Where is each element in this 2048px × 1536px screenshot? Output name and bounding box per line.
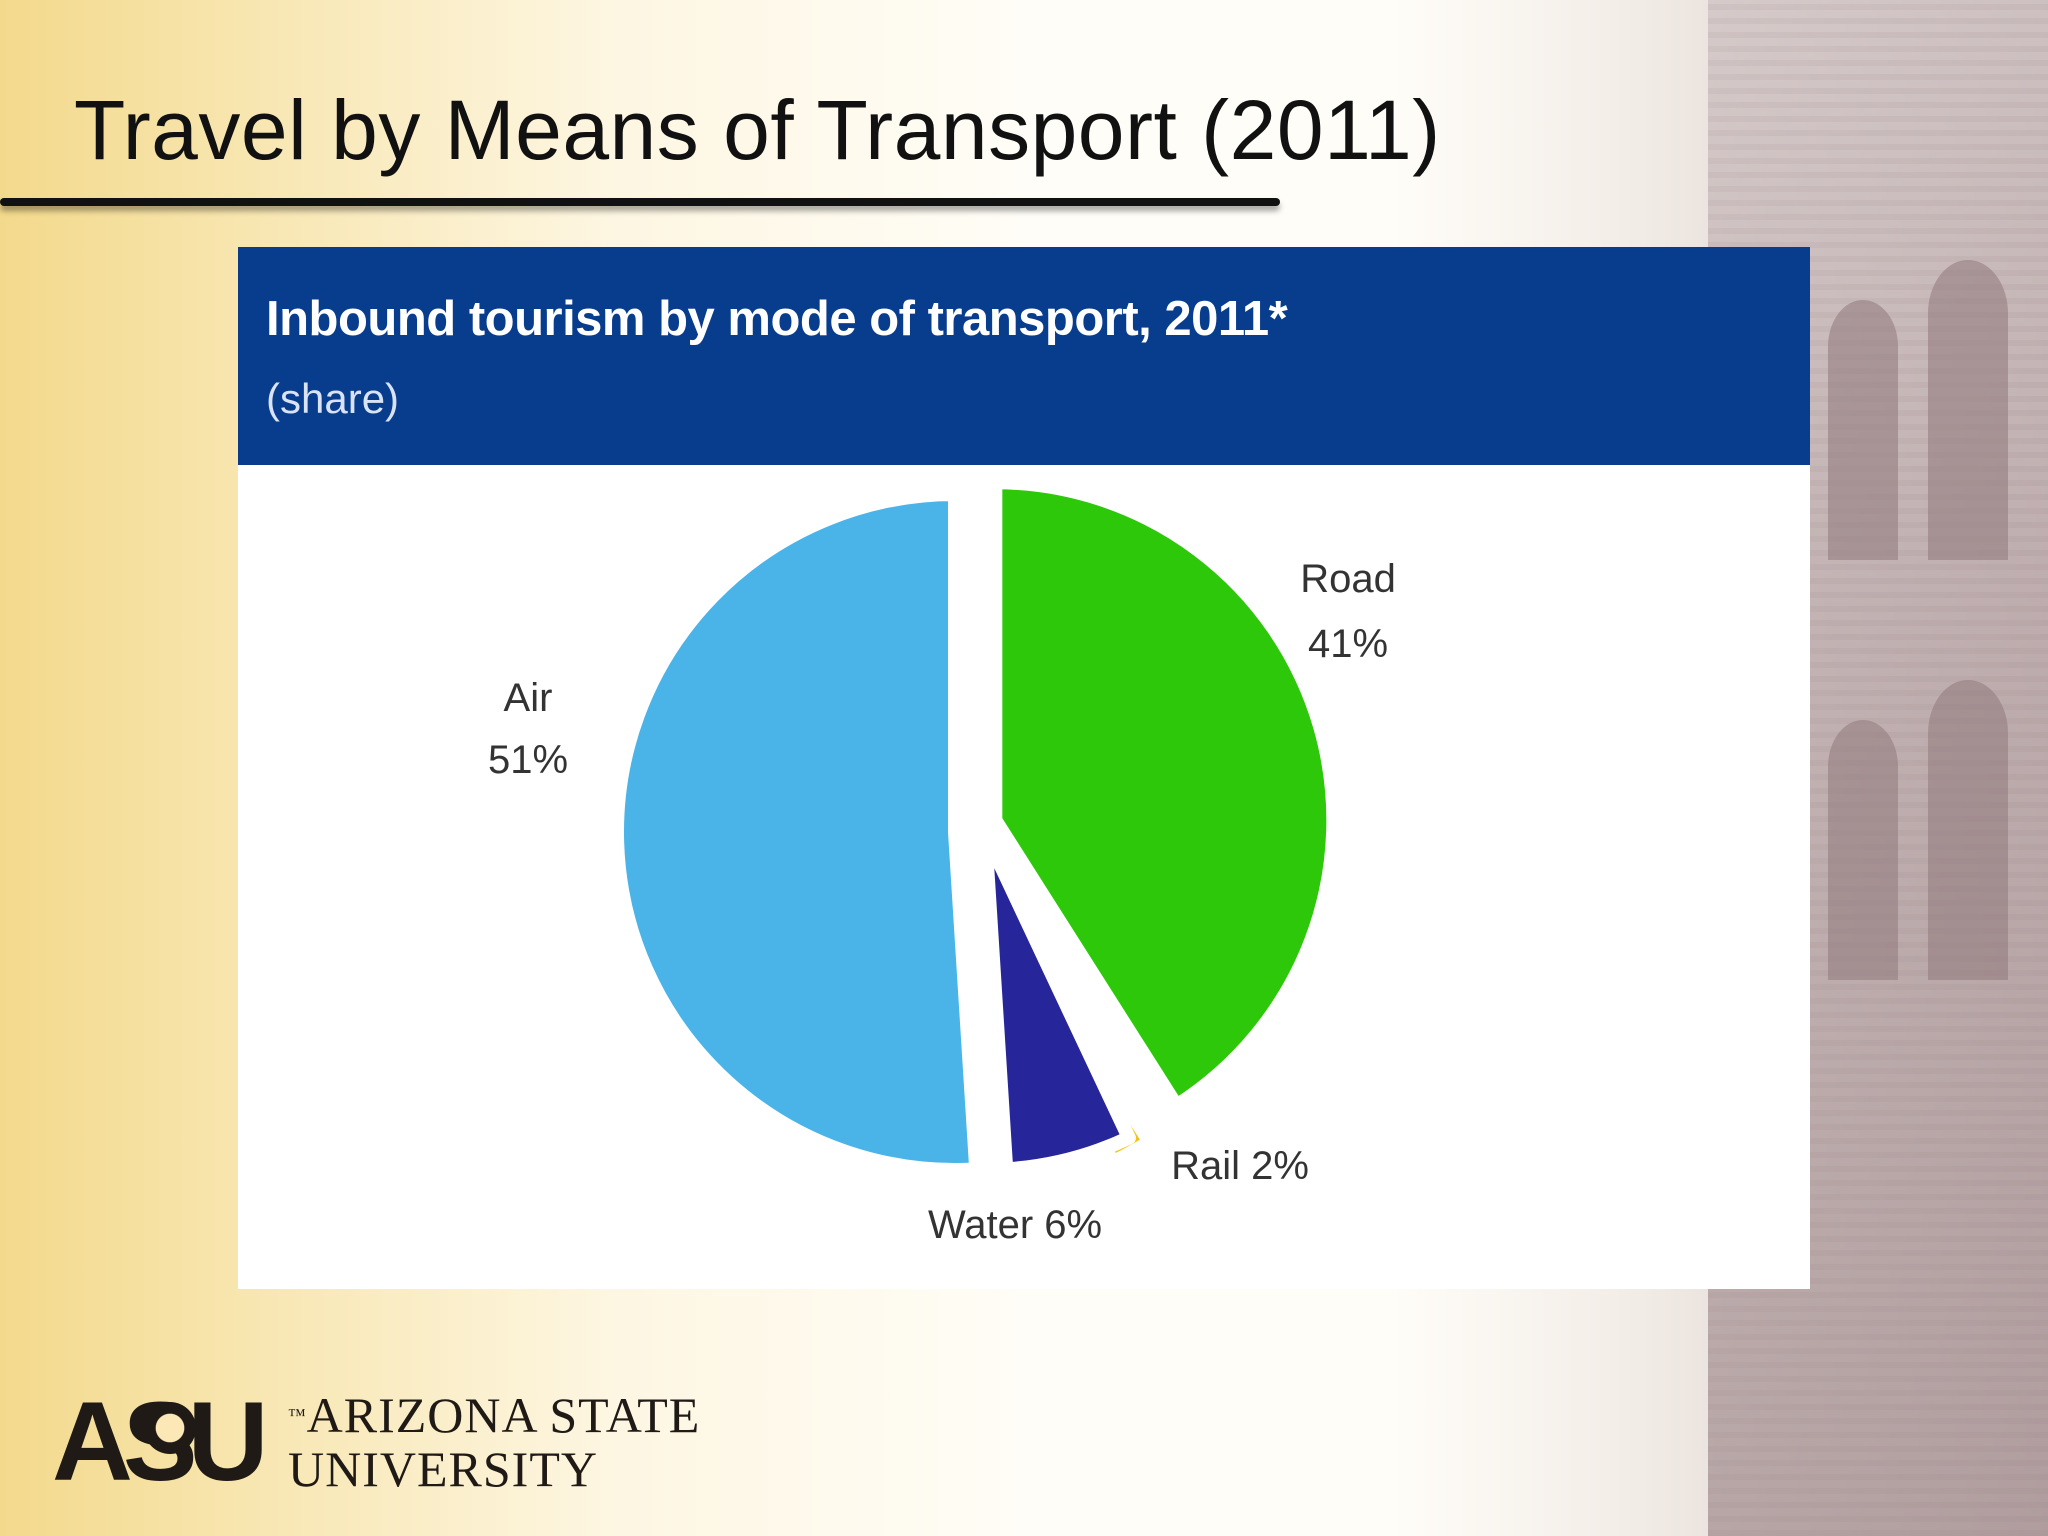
building-window xyxy=(1928,260,2008,560)
slice-label-water: Water 6% xyxy=(928,1203,1102,1247)
pie-slice-road xyxy=(988,475,1341,1113)
slice-name-air: Air xyxy=(504,676,553,720)
pie-chart: Road 41% Rail 2% Water 6% Air 51% xyxy=(488,475,1396,1247)
sun-icon xyxy=(144,1402,196,1454)
logo-line-2: UNIVERSITY xyxy=(288,1441,598,1497)
chart-header: Inbound tourism by mode of transport, 20… xyxy=(238,247,1810,465)
asu-logo: ASU ™ARIZONA STATE UNIVERSITY xyxy=(52,1386,699,1498)
building-window xyxy=(1828,300,1898,560)
slice-label-rail: Rail 2% xyxy=(1171,1144,1309,1188)
logo-line-1: ARIZONA STATE xyxy=(306,1387,701,1443)
chart-title: Inbound tourism by mode of transport, 20… xyxy=(266,292,1288,346)
chart-subtitle: (share) xyxy=(266,375,400,422)
chart-figure: Inbound tourism by mode of transport, 20… xyxy=(238,247,1810,1289)
building-window xyxy=(1928,680,2008,980)
slice-label-road: 41% xyxy=(1308,622,1388,666)
building-window xyxy=(1828,720,1898,980)
slice-name-road: Road xyxy=(1300,557,1396,601)
pie-slice-water xyxy=(978,825,1136,1177)
slice-label-air: 51% xyxy=(488,738,568,782)
logo-tm: ™ xyxy=(288,1405,307,1425)
slide-title: Travel by Means of Transport (2011) xyxy=(74,83,1441,177)
title-underline xyxy=(0,198,1280,206)
asu-logo-wordmark: ™ARIZONA STATE UNIVERSITY xyxy=(288,1388,700,1496)
pie-slice-air xyxy=(610,487,984,1177)
